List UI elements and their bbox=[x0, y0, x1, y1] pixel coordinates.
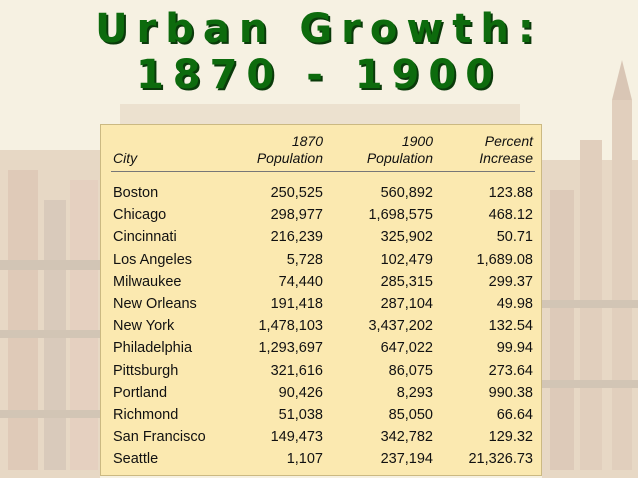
slide-title: Urban Growth: 1870 - 1900 bbox=[0, 6, 638, 98]
table-row: San Francisco 149,473 342,782 129.32 bbox=[111, 426, 535, 448]
cell-city: Chicago bbox=[113, 207, 167, 224]
table-row: Seattle 1,107 237,194 21,326.73 bbox=[111, 448, 535, 470]
table-row: Portland 90,426 8,293 990.38 bbox=[111, 382, 535, 404]
cell-percent-increase: 129.32 bbox=[488, 429, 533, 446]
cell-city: New York bbox=[113, 318, 175, 335]
cell-city: Los Angeles bbox=[113, 251, 193, 268]
table-row: Los Angeles 5,728 102,479 1,689.08 bbox=[111, 249, 535, 271]
cell-1870-population: 149,473 bbox=[270, 429, 323, 446]
cell-city: Milwaukee bbox=[113, 273, 182, 290]
table-row: Boston 250,525 560,892 123.88 bbox=[111, 172, 535, 205]
cell-percent-increase: 273.64 bbox=[488, 362, 533, 379]
cell-1900-population: 85,050 bbox=[388, 406, 433, 423]
header-1870-population: 1870 Population bbox=[256, 133, 323, 166]
cell-city: San Francisco bbox=[113, 429, 206, 446]
cell-1870-population: 1,478,103 bbox=[258, 318, 323, 335]
cell-1870-population: 250,525 bbox=[270, 185, 323, 202]
header-1900-population: 1900 Population bbox=[366, 133, 433, 166]
cell-1900-population: 285,315 bbox=[380, 273, 433, 290]
cell-percent-increase: 468.12 bbox=[488, 207, 533, 224]
cell-1900-population: 342,782 bbox=[380, 429, 433, 446]
cell-1900-population: 325,902 bbox=[380, 229, 433, 246]
cell-1900-population: 560,892 bbox=[380, 185, 433, 202]
cell-1870-population: 5,728 bbox=[286, 251, 323, 268]
cell-1900-population: 1,698,575 bbox=[368, 207, 433, 224]
cell-1870-population: 321,616 bbox=[270, 362, 323, 379]
table-row: Philadelphia 1,293,697 647,022 99.94 bbox=[111, 337, 535, 359]
cell-1870-population: 216,239 bbox=[270, 229, 323, 246]
header-percent-increase: Percent Increase bbox=[479, 133, 533, 166]
table-row: Milwaukee 74,440 285,315 299.37 bbox=[111, 271, 535, 293]
cell-percent-increase: 990.38 bbox=[488, 384, 533, 401]
cell-1900-population: 86,075 bbox=[388, 362, 433, 379]
cell-1900-population: 647,022 bbox=[380, 340, 433, 357]
cell-1870-population: 298,977 bbox=[270, 207, 323, 224]
cell-percent-increase: 49.98 bbox=[496, 296, 533, 313]
table-row: Cincinnati 216,239 325,902 50.71 bbox=[111, 226, 535, 248]
cell-city: Pittsburgh bbox=[113, 362, 179, 379]
cell-city: Portland bbox=[113, 384, 168, 401]
cell-1870-population: 191,418 bbox=[270, 296, 323, 313]
table-row: New York 1,478,103 3,437,202 132.54 bbox=[111, 315, 535, 337]
cell-1900-population: 3,437,202 bbox=[368, 318, 433, 335]
cell-city: Seattle bbox=[113, 451, 159, 468]
cell-city: Boston bbox=[113, 185, 159, 202]
cell-percent-increase: 1,689.08 bbox=[476, 251, 533, 268]
table-header-row: City 1870 Population 1900 Population Perce… bbox=[111, 133, 535, 172]
cell-1870-population: 74,440 bbox=[278, 273, 323, 290]
title-line-2: 1870 - 1900 bbox=[135, 52, 503, 98]
population-table-panel: City 1870 Population 1900 Population Perce… bbox=[100, 124, 542, 476]
cell-percent-increase: 132.54 bbox=[488, 318, 533, 335]
cell-1900-population: 102,479 bbox=[380, 251, 433, 268]
cell-1870-population: 90,426 bbox=[278, 384, 323, 401]
cell-percent-increase: 21,326.73 bbox=[468, 451, 533, 468]
header-city: City bbox=[113, 150, 138, 166]
cell-percent-increase: 299.37 bbox=[488, 273, 533, 290]
cell-1870-population: 51,038 bbox=[278, 406, 323, 423]
cell-percent-increase: 123.88 bbox=[488, 185, 533, 202]
cell-1900-population: 237,194 bbox=[380, 451, 433, 468]
cell-city: New Orleans bbox=[113, 296, 197, 313]
cell-city: Philadelphia bbox=[113, 340, 193, 357]
table-row: Richmond 51,038 85,050 66.64 bbox=[111, 404, 535, 426]
cell-percent-increase: 50.71 bbox=[496, 229, 533, 246]
cell-city: Cincinnati bbox=[113, 229, 177, 246]
cell-percent-increase: 99.94 bbox=[496, 340, 533, 357]
cell-1870-population: 1,293,697 bbox=[258, 340, 323, 357]
cell-1870-population: 1,107 bbox=[286, 451, 323, 468]
cell-1900-population: 8,293 bbox=[396, 384, 433, 401]
cell-percent-increase: 66.64 bbox=[496, 406, 533, 423]
table-row: New Orleans 191,418 287,104 49.98 bbox=[111, 293, 535, 315]
population-table: City 1870 Population 1900 Population Perce… bbox=[111, 133, 535, 470]
table-row: Pittsburgh 321,616 86,075 273.64 bbox=[111, 360, 535, 382]
title-line-1: Urban Growth: bbox=[95, 6, 543, 52]
table-row: Chicago 298,977 1,698,575 468.12 bbox=[111, 204, 535, 226]
cell-city: Richmond bbox=[113, 406, 179, 423]
cell-1900-population: 287,104 bbox=[380, 296, 433, 313]
